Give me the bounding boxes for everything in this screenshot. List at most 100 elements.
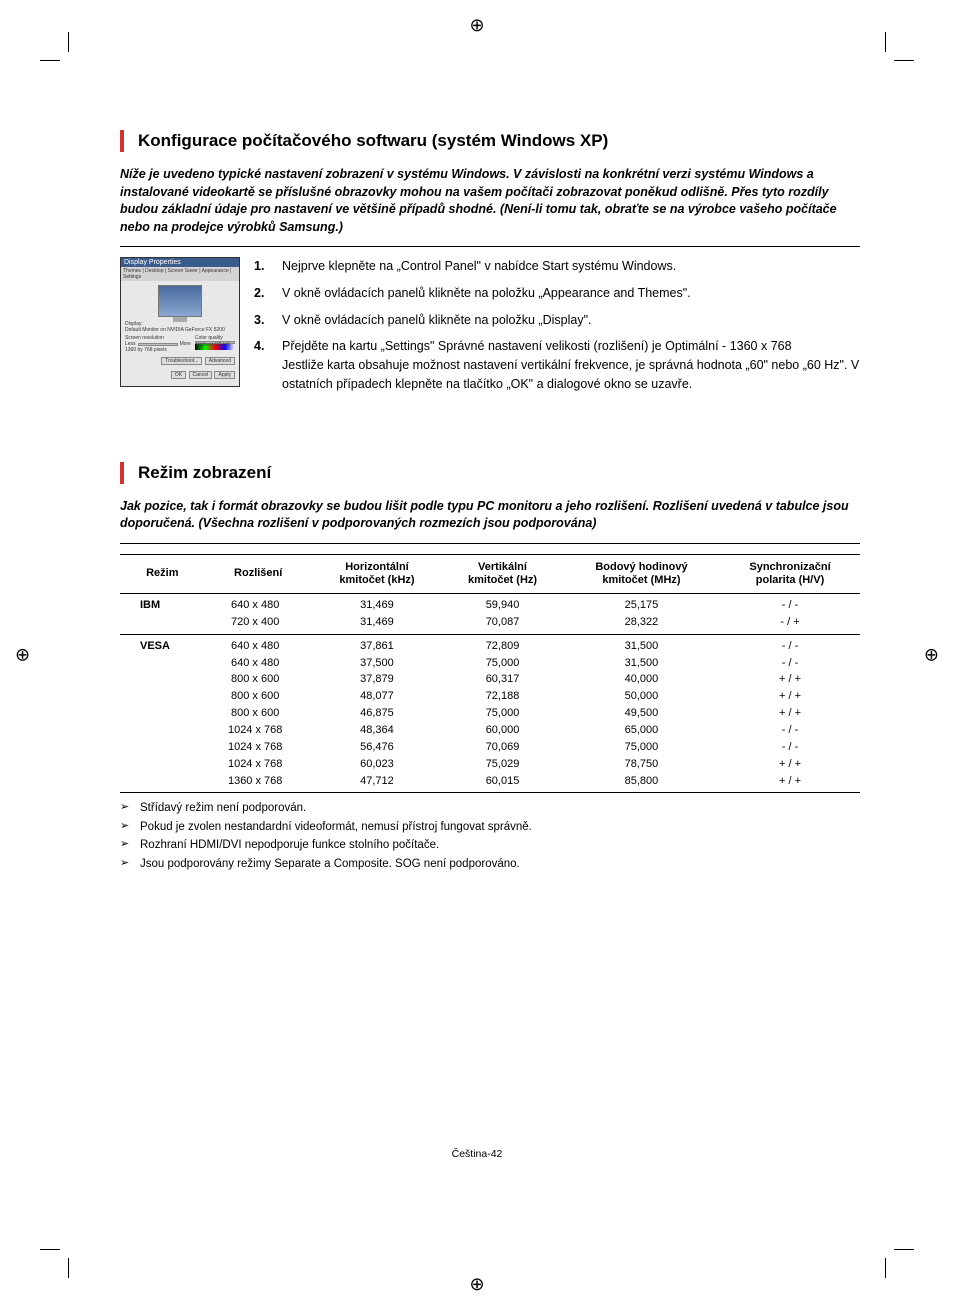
- step-number: 4.: [254, 337, 282, 393]
- table-cell: 75,029: [442, 756, 563, 773]
- step-text: V okně ovládacích panelů klikněte na pol…: [282, 311, 591, 330]
- table-cell: 60,317: [442, 671, 563, 688]
- table-cell: 48,077: [312, 688, 442, 705]
- reg-mark-right: ⊕: [924, 645, 939, 666]
- crop-mark: [40, 1249, 60, 1250]
- fig-lower: Display: Default Monitor on NVIDIA GeFor…: [121, 319, 239, 381]
- table-cell: - / -: [720, 722, 860, 739]
- note-text: Jsou podporovány režimy Separate a Compo…: [140, 855, 520, 873]
- note-text: Střídavý režim není podporován.: [140, 799, 306, 817]
- table-cell-mode: [120, 688, 205, 705]
- section1-body: Display Properties Themes | Desktop | Sc…: [120, 257, 860, 402]
- table-cell: 640 x 480: [205, 634, 312, 654]
- note-text: Pokud je zvolen nestandardní videoformát…: [140, 818, 532, 836]
- table-cell: 50,000: [563, 688, 720, 705]
- note-item: ➢Pokud je zvolen nestandardní videoformá…: [120, 818, 860, 836]
- note-item: ➢Jsou podporovány režimy Separate a Comp…: [120, 855, 860, 873]
- table-cell: 31,500: [563, 655, 720, 672]
- steps-list: 1.Nejprve klepněte na „Control Panel" v …: [254, 257, 860, 402]
- reg-mark-top: ⊕: [469, 15, 484, 36]
- section2: Režim zobrazení Jak pozice, tak i formát…: [120, 462, 860, 873]
- table-cell: 37,879: [312, 671, 442, 688]
- table-cell: 60,023: [312, 756, 442, 773]
- fig-slider: [138, 343, 178, 346]
- table-body: IBM640 x 48031,46959,94025,175- / -720 x…: [120, 594, 860, 793]
- table-cell: 60,000: [442, 722, 563, 739]
- table-row: IBM640 x 48031,46959,94025,175- / -: [120, 594, 860, 614]
- table-cell: 70,087: [442, 614, 563, 634]
- fig-btn-troubleshoot: Troubleshoot...: [161, 357, 202, 365]
- step-number: 2.: [254, 284, 282, 303]
- table-cell: + / +: [720, 773, 860, 793]
- table-cell: 640 x 480: [205, 655, 312, 672]
- fig-res-more: More: [180, 341, 191, 347]
- step-text: Nejprve klepněte na „Control Panel" v na…: [282, 257, 676, 276]
- step-text: Přejděte na kartu „Settings" Správné nas…: [282, 337, 860, 393]
- page-footer: Čeština-42: [452, 1148, 503, 1160]
- step-text: V okně ovládacích panelů klikněte na pol…: [282, 284, 691, 303]
- table-header-cell: Synchronizačnípolarita (H/V): [720, 554, 860, 593]
- table-cell: 85,800: [563, 773, 720, 793]
- section2-heading: Režim zobrazení: [120, 462, 860, 484]
- table-header-row: RežimRozlišeníHorizontálníkmitočet (kHz)…: [120, 554, 860, 593]
- table-cell: + / +: [720, 688, 860, 705]
- table-cell-mode: VESA: [120, 634, 205, 654]
- table-cell: 1024 x 768: [205, 756, 312, 773]
- table-cell: 37,861: [312, 634, 442, 654]
- table-row: 800 x 60048,07772,18850,000+ / +: [120, 688, 860, 705]
- table-row: VESA640 x 48037,86172,80931,500- / -: [120, 634, 860, 654]
- table-cell: 25,175: [563, 594, 720, 614]
- table-header-cell: Horizontálníkmitočet (kHz): [312, 554, 442, 593]
- table-cell-mode: [120, 614, 205, 634]
- fig-btn-cancel: Cancel: [189, 371, 213, 379]
- table-cell: 1024 x 768: [205, 739, 312, 756]
- table-cell: 800 x 600: [205, 671, 312, 688]
- table-cell-mode: IBM: [120, 594, 205, 614]
- step-item: 3.V okně ovládacích panelů klikněte na p…: [254, 311, 860, 330]
- fig-tabs: Themes | Desktop | Screen Saver | Appear…: [121, 267, 239, 281]
- fig-display-value: Default Monitor on NVIDIA GeForce FX 520…: [125, 327, 235, 333]
- table-cell: + / +: [720, 756, 860, 773]
- table-cell: 1360 x 768: [205, 773, 312, 793]
- note-arrow-icon: ➢: [120, 836, 140, 854]
- table-row: 800 x 60046,87575,00049,500+ / +: [120, 705, 860, 722]
- table-row: 800 x 60037,87960,31740,000+ / +: [120, 671, 860, 688]
- table-cell: 31,469: [312, 614, 442, 634]
- table-header-cell: Bodový hodinovýkmitočet (MHz): [563, 554, 720, 593]
- step-item: 2.V okně ovládacích panelů klikněte na p…: [254, 284, 860, 303]
- table-cell-mode: [120, 671, 205, 688]
- table-cell-mode: [120, 773, 205, 793]
- table-cell: + / +: [720, 671, 860, 688]
- table-cell: + / +: [720, 705, 860, 722]
- table-cell: - / -: [720, 739, 860, 756]
- fig-monitor-icon: [158, 285, 202, 317]
- table-cell: 75,000: [563, 739, 720, 756]
- table-cell: 65,000: [563, 722, 720, 739]
- table-cell-mode: [120, 739, 205, 756]
- display-properties-figure: Display Properties Themes | Desktop | Sc…: [120, 257, 240, 387]
- table-cell: 47,712: [312, 773, 442, 793]
- crop-mark: [68, 1258, 69, 1278]
- crop-mark: [68, 32, 69, 52]
- note-item: ➢Střídavý režim není podporován.: [120, 799, 860, 817]
- crop-mark: [885, 32, 886, 52]
- reg-mark-left: ⊕: [15, 645, 30, 666]
- table-cell: 72,188: [442, 688, 563, 705]
- table-cell: 59,940: [442, 594, 563, 614]
- table-header-cell: Vertikálníkmitočet (Hz): [442, 554, 563, 593]
- table-header-cell: Režim: [120, 554, 205, 593]
- note-arrow-icon: ➢: [120, 799, 140, 817]
- table-cell: 640 x 480: [205, 594, 312, 614]
- table-cell: 70,069: [442, 739, 563, 756]
- table-row: 1024 x 76848,36460,00065,000- / -: [120, 722, 860, 739]
- table-cell: 800 x 600: [205, 688, 312, 705]
- table-cell: 1024 x 768: [205, 722, 312, 739]
- section1-intro: Níže je uvedeno typické nastavení zobraz…: [120, 166, 860, 247]
- table-cell: - / -: [720, 655, 860, 672]
- table-cell: 800 x 600: [205, 705, 312, 722]
- table-cell-mode: [120, 722, 205, 739]
- table-cell: 37,500: [312, 655, 442, 672]
- crop-mark: [894, 60, 914, 61]
- fig-titlebar: Display Properties: [121, 258, 239, 267]
- table-row: 640 x 48037,50075,00031,500- / -: [120, 655, 860, 672]
